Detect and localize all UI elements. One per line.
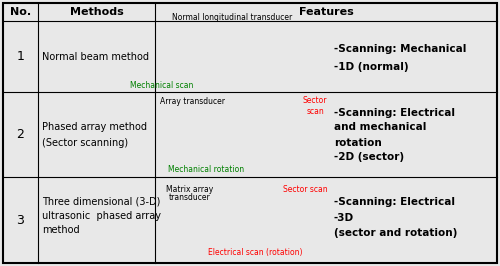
- Text: 3: 3: [16, 214, 24, 227]
- Text: Methods: Methods: [70, 7, 124, 17]
- Polygon shape: [199, 201, 206, 240]
- Text: method: method: [42, 225, 80, 235]
- Bar: [175, 50, 290, 58]
- Polygon shape: [177, 201, 206, 210]
- Text: Phased array method: Phased array method: [42, 122, 147, 131]
- Bar: [3, 3, 497, 21]
- Bar: [177, 210, 199, 240]
- Text: -3D: -3D: [334, 213, 354, 223]
- Bar: [157, 53, 171, 73]
- Bar: [185, 119, 203, 146]
- Bar: [210, 122, 295, 128]
- Polygon shape: [290, 50, 302, 76]
- Text: -Scanning: Electrical: -Scanning: Electrical: [334, 107, 455, 118]
- Bar: [215, 212, 300, 238]
- Text: Sector
scan: Sector scan: [303, 96, 327, 116]
- Text: Array transducer: Array transducer: [160, 98, 226, 106]
- Text: transducer: transducer: [169, 193, 211, 202]
- Polygon shape: [310, 216, 316, 234]
- Polygon shape: [295, 122, 305, 143]
- Bar: [210, 122, 295, 143]
- Polygon shape: [205, 105, 285, 160]
- Text: Features: Features: [298, 7, 354, 17]
- Polygon shape: [302, 54, 308, 72]
- Ellipse shape: [310, 126, 316, 139]
- Bar: [215, 212, 300, 218]
- Text: -Scanning: Mechanical: -Scanning: Mechanical: [334, 44, 466, 55]
- Text: 1: 1: [16, 50, 24, 63]
- Text: Electrical scan (rotation): Electrical scan (rotation): [208, 248, 302, 257]
- Text: Matrix array: Matrix array: [166, 185, 214, 193]
- Polygon shape: [300, 212, 310, 238]
- Text: No.: No.: [10, 7, 31, 17]
- Text: rotation: rotation: [334, 138, 382, 148]
- Text: Mechanical rotation: Mechanical rotation: [168, 164, 244, 173]
- Bar: [175, 50, 290, 76]
- Text: -1D (normal): -1D (normal): [334, 61, 408, 72]
- Text: Mechanical scan: Mechanical scan: [130, 81, 194, 90]
- Polygon shape: [305, 124, 309, 140]
- Text: Normal longitudinal transducer: Normal longitudinal transducer: [172, 13, 292, 22]
- Text: Normal beam method: Normal beam method: [42, 52, 149, 61]
- Text: (sector and rotation): (sector and rotation): [334, 228, 458, 238]
- Text: (Sector scanning): (Sector scanning): [42, 138, 128, 148]
- Ellipse shape: [307, 55, 315, 71]
- Text: -2D (sector): -2D (sector): [334, 152, 404, 163]
- Text: -Scanning: Electrical: -Scanning: Electrical: [334, 197, 455, 207]
- Text: and mechanical: and mechanical: [334, 123, 426, 132]
- Text: Three dimensional (3-D): Three dimensional (3-D): [42, 197, 160, 207]
- Text: Sector scan: Sector scan: [282, 185, 328, 193]
- Text: ultrasonic  phased array: ultrasonic phased array: [42, 211, 161, 221]
- Text: 2: 2: [16, 128, 24, 141]
- Ellipse shape: [317, 217, 325, 233]
